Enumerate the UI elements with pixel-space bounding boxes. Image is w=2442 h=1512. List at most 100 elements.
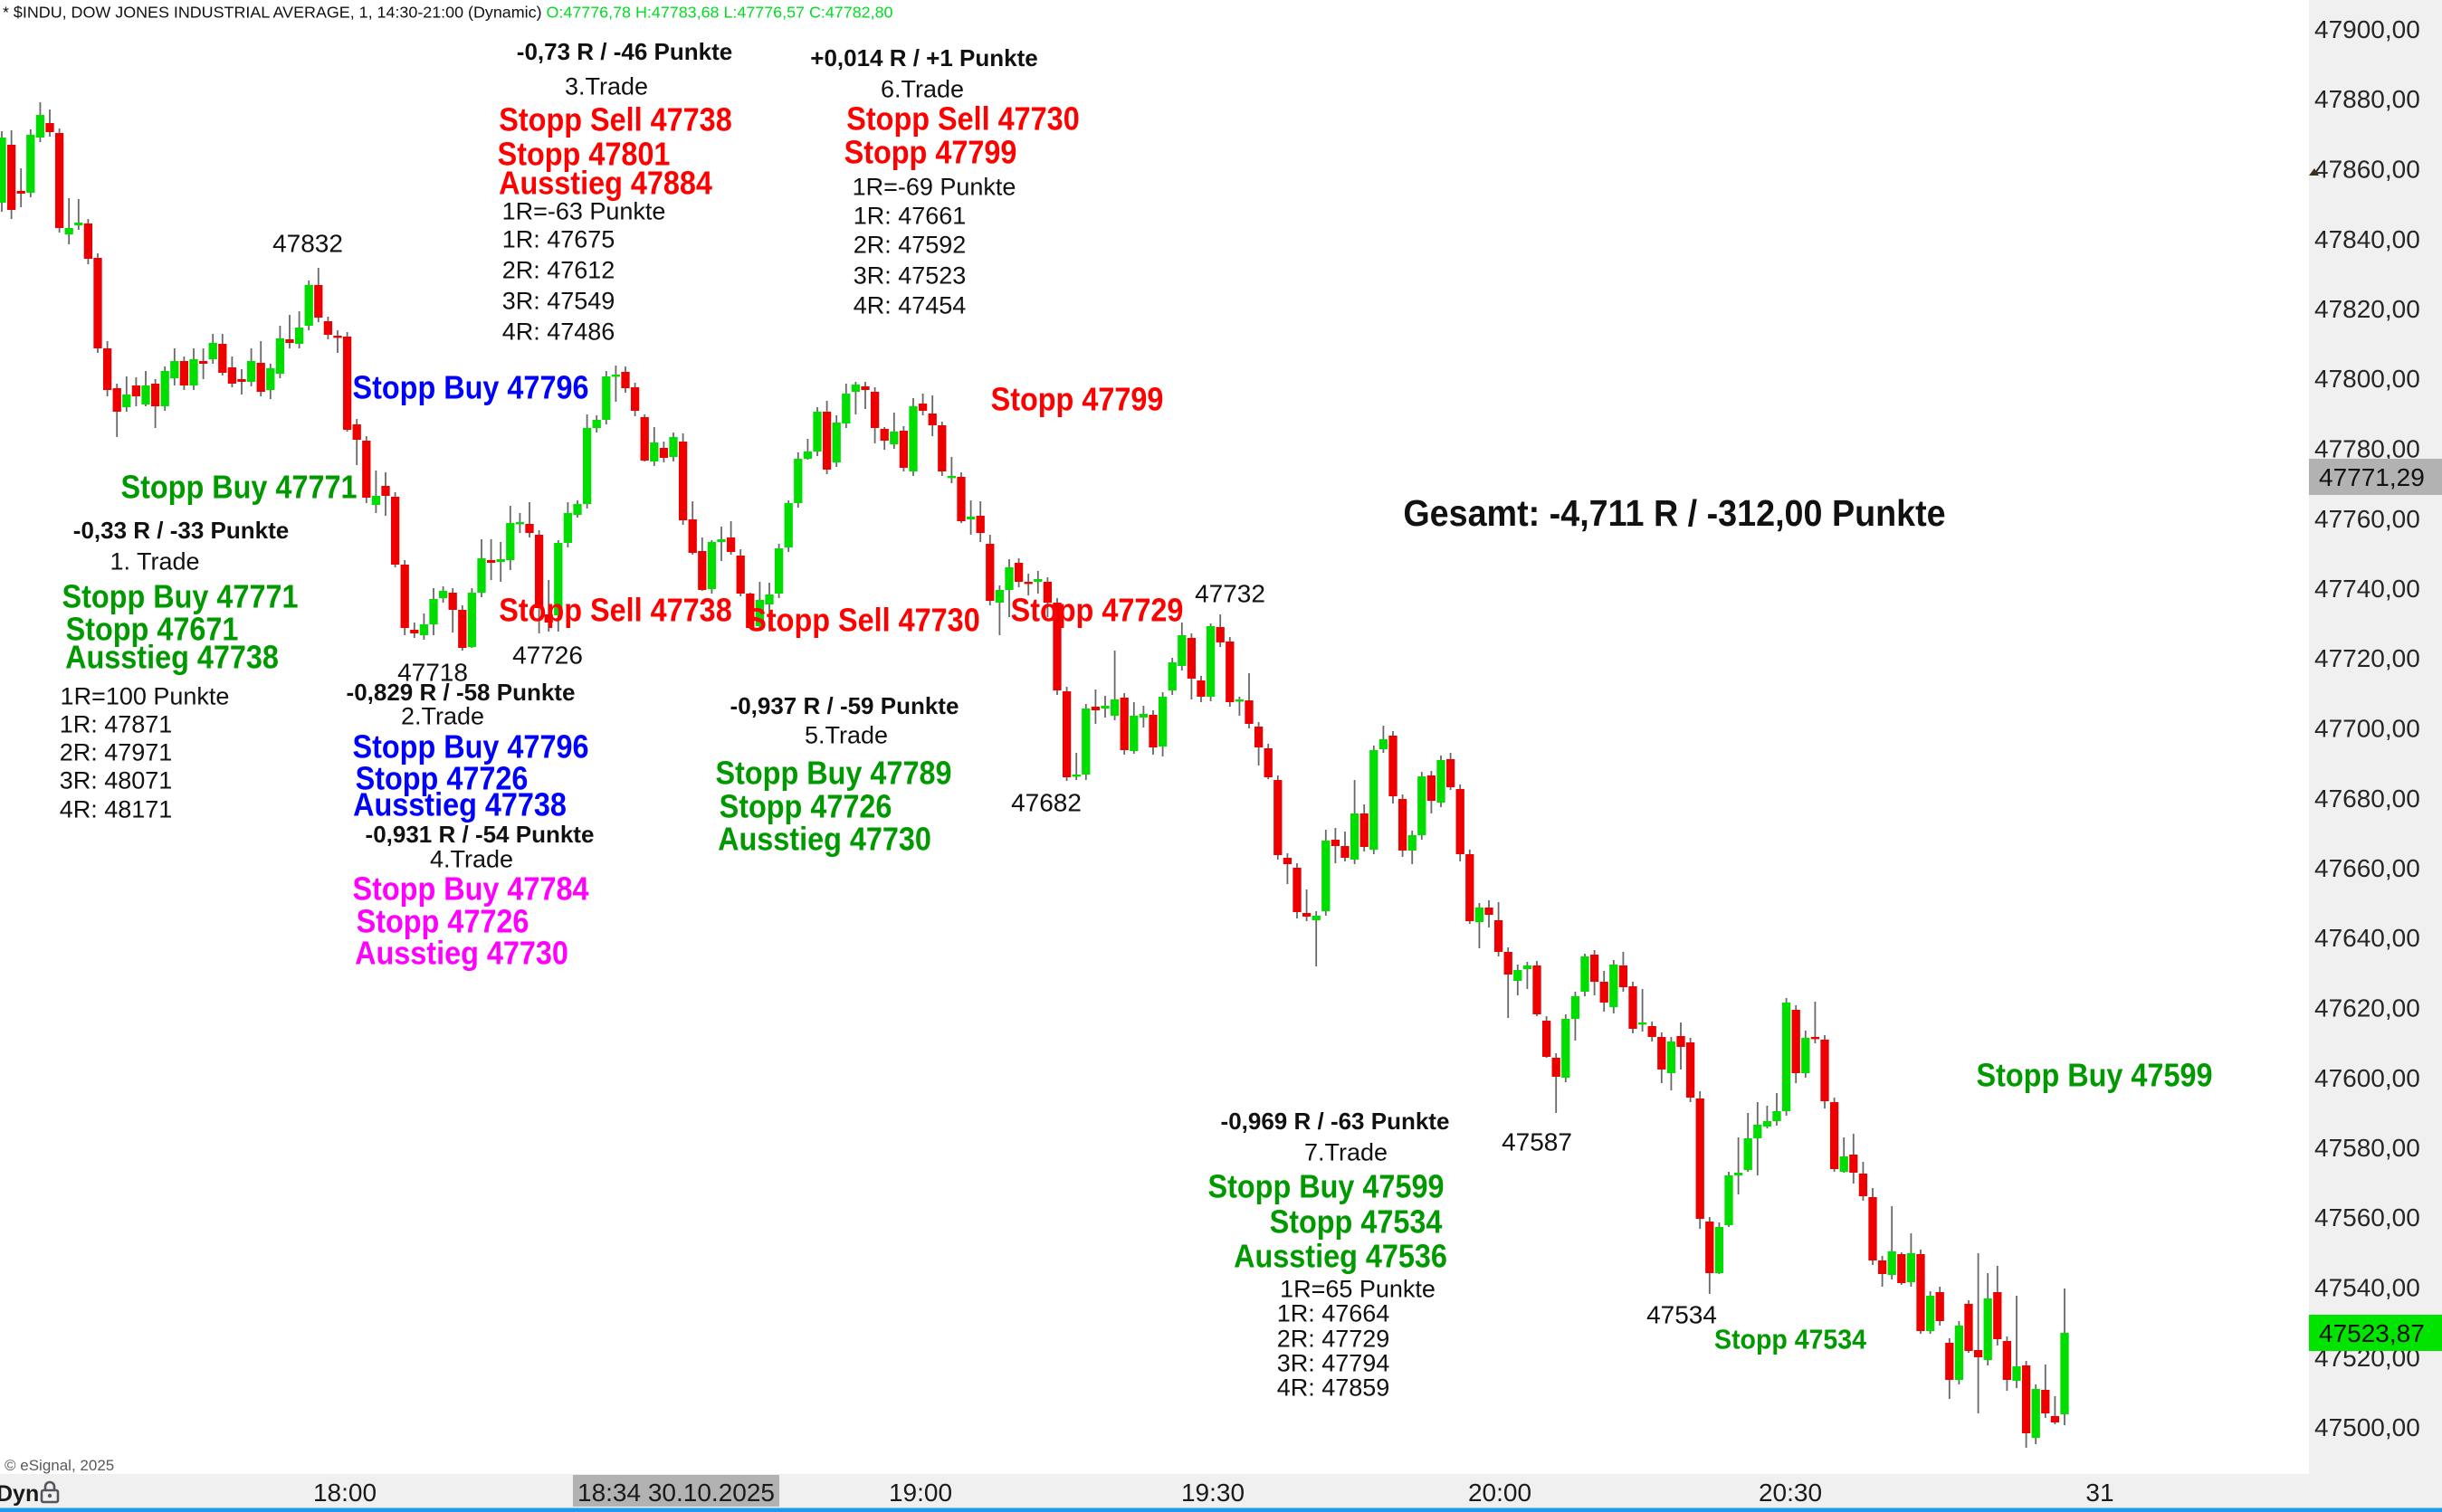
svg-text:47900,00: 47900,00 bbox=[2314, 15, 2420, 43]
svg-text:47560,00: 47560,00 bbox=[2314, 1203, 2420, 1231]
svg-text:1R: 47675: 1R: 47675 bbox=[502, 225, 615, 252]
svg-text:47682: 47682 bbox=[1011, 789, 1082, 817]
svg-text:Ausstieg 47738: Ausstieg 47738 bbox=[353, 787, 567, 823]
svg-text:4.Trade: 4.Trade bbox=[430, 845, 513, 872]
svg-text:1R=100 Punkte: 1R=100 Punkte bbox=[61, 682, 230, 709]
svg-text:Stopp 47726: Stopp 47726 bbox=[356, 761, 529, 797]
svg-text:47860,00: 47860,00 bbox=[2314, 156, 2420, 184]
svg-text:4R: 47454: 4R: 47454 bbox=[854, 291, 967, 319]
svg-text:Stopp Sell 47738: Stopp Sell 47738 bbox=[499, 593, 731, 629]
svg-text:2R: 47729: 2R: 47729 bbox=[1277, 1325, 1390, 1352]
svg-text:Ausstieg 47738: Ausstieg 47738 bbox=[65, 640, 279, 676]
svg-text:Stopp 47671: Stopp 47671 bbox=[66, 612, 239, 648]
svg-text:47720,00: 47720,00 bbox=[2314, 644, 2420, 672]
svg-text:Stopp Sell 47730: Stopp Sell 47730 bbox=[846, 101, 1079, 138]
svg-text:18:34 30.10.2025: 18:34 30.10.2025 bbox=[577, 1479, 775, 1507]
svg-text:Ausstieg 47730: Ausstieg 47730 bbox=[355, 936, 568, 972]
svg-text:19:30: 19:30 bbox=[1181, 1479, 1245, 1507]
svg-text:Stopp Buy 47599: Stopp Buy 47599 bbox=[1977, 1058, 2213, 1094]
svg-text:Stopp 47726: Stopp 47726 bbox=[357, 904, 529, 940]
svg-text:Ausstieg 47884: Ausstieg 47884 bbox=[499, 166, 712, 202]
svg-text:47640,00: 47640,00 bbox=[2314, 924, 2420, 952]
svg-text:47780,00: 47780,00 bbox=[2314, 435, 2420, 463]
svg-text:47540,00: 47540,00 bbox=[2314, 1274, 2420, 1302]
svg-text:-0,937 R / -59 Punkte: -0,937 R / -59 Punkte bbox=[730, 692, 959, 719]
svg-text:3R: 47523: 3R: 47523 bbox=[854, 262, 967, 289]
svg-text:Stopp 47799: Stopp 47799 bbox=[991, 382, 1164, 418]
svg-text:7.Trade: 7.Trade bbox=[1304, 1138, 1388, 1165]
svg-text:Stopp Buy 47771: Stopp Buy 47771 bbox=[62, 579, 299, 615]
svg-text:Stopp Buy 47771: Stopp Buy 47771 bbox=[121, 470, 358, 506]
svg-text:47534: 47534 bbox=[1646, 1301, 1717, 1329]
svg-text:Stopp 47799: Stopp 47799 bbox=[844, 135, 1017, 171]
svg-text:-0,931 R / -54 Punkte: -0,931 R / -54 Punkte bbox=[366, 821, 595, 848]
svg-text:2R: 47971: 2R: 47971 bbox=[60, 738, 173, 766]
svg-text:1R=-69 Punkte: 1R=-69 Punkte bbox=[853, 173, 1016, 200]
svg-text:1. Trade: 1. Trade bbox=[110, 547, 199, 575]
svg-text:Stopp Buy 47796: Stopp Buy 47796 bbox=[353, 370, 589, 406]
svg-text:47580,00: 47580,00 bbox=[2314, 1134, 2420, 1162]
svg-text:47726: 47726 bbox=[512, 642, 583, 670]
svg-text:-0,73 R / -46 Punkte: -0,73 R / -46 Punkte bbox=[517, 38, 732, 65]
svg-text:47600,00: 47600,00 bbox=[2314, 1064, 2420, 1092]
svg-text:3R: 47794: 3R: 47794 bbox=[1277, 1349, 1390, 1376]
svg-text:47771,29: 47771,29 bbox=[2319, 463, 2425, 491]
svg-text:3.Trade: 3.Trade bbox=[565, 72, 648, 100]
svg-text:47800,00: 47800,00 bbox=[2314, 365, 2420, 393]
svg-text:Stopp Buy 47789: Stopp Buy 47789 bbox=[716, 756, 952, 792]
svg-text:20:00: 20:00 bbox=[1468, 1479, 1531, 1507]
svg-text:1R=65 Punkte: 1R=65 Punkte bbox=[1280, 1275, 1436, 1302]
svg-text:© eSignal, 2025: © eSignal, 2025 bbox=[5, 1457, 114, 1474]
svg-text:Stopp 47726: Stopp 47726 bbox=[720, 789, 892, 825]
svg-text:47840,00: 47840,00 bbox=[2314, 225, 2420, 253]
svg-text:47732: 47732 bbox=[1195, 580, 1265, 608]
svg-text:Ausstieg 47536: Ausstieg 47536 bbox=[1234, 1239, 1447, 1275]
svg-text:4R: 47859: 4R: 47859 bbox=[1277, 1374, 1390, 1401]
svg-text:47587: 47587 bbox=[1502, 1128, 1572, 1156]
svg-text:3R: 47549: 3R: 47549 bbox=[502, 287, 615, 314]
svg-text:47620,00: 47620,00 bbox=[2314, 994, 2420, 1022]
svg-text:Stopp 47801: Stopp 47801 bbox=[498, 137, 671, 173]
svg-text:3R: 48071: 3R: 48071 bbox=[60, 766, 173, 794]
svg-text:20:30: 20:30 bbox=[1759, 1479, 1822, 1507]
svg-text:2R: 47592: 2R: 47592 bbox=[854, 231, 967, 258]
svg-text:1R: 47871: 1R: 47871 bbox=[60, 710, 173, 737]
svg-text:Stopp Sell 47738: Stopp Sell 47738 bbox=[499, 102, 731, 138]
svg-text:Stopp 47534: Stopp 47534 bbox=[1270, 1204, 1443, 1241]
svg-text:* $INDU, DOW JONES INDUSTRIAL: * $INDU, DOW JONES INDUSTRIAL AVERAGE, 1… bbox=[3, 4, 893, 22]
svg-text:-0,33 R / -33 Punkte: -0,33 R / -33 Punkte bbox=[73, 517, 289, 544]
svg-text:Stopp Buy 47784: Stopp Buy 47784 bbox=[353, 871, 589, 908]
svg-text:1R=-63 Punkte: 1R=-63 Punkte bbox=[502, 197, 666, 224]
svg-text:47680,00: 47680,00 bbox=[2314, 785, 2420, 813]
svg-text:47700,00: 47700,00 bbox=[2314, 715, 2420, 743]
svg-text:47718: 47718 bbox=[397, 659, 468, 687]
svg-text:Dyn: Dyn bbox=[0, 1481, 39, 1507]
svg-text:47880,00: 47880,00 bbox=[2314, 85, 2420, 113]
svg-text:6.Trade: 6.Trade bbox=[881, 75, 964, 102]
svg-text:31: 31 bbox=[2085, 1479, 2113, 1507]
svg-text:Stopp Buy 47599: Stopp Buy 47599 bbox=[1208, 1169, 1445, 1205]
svg-text:18:00: 18:00 bbox=[313, 1479, 377, 1507]
svg-text:47760,00: 47760,00 bbox=[2314, 505, 2420, 533]
svg-text:1R: 47661: 1R: 47661 bbox=[854, 202, 967, 229]
svg-text:47500,00: 47500,00 bbox=[2314, 1413, 2420, 1441]
svg-text:-0,969 R / -63 Punkte: -0,969 R / -63 Punkte bbox=[1221, 1108, 1450, 1135]
svg-text:47832: 47832 bbox=[272, 230, 343, 258]
svg-text:47660,00: 47660,00 bbox=[2314, 854, 2420, 882]
svg-text:4R: 47486: 4R: 47486 bbox=[502, 318, 615, 345]
svg-text:Stopp 47729: Stopp 47729 bbox=[1011, 593, 1184, 629]
svg-text:2R: 47612: 2R: 47612 bbox=[502, 256, 615, 283]
svg-text:4R: 48171: 4R: 48171 bbox=[60, 795, 173, 823]
svg-text:19:00: 19:00 bbox=[889, 1479, 952, 1507]
svg-text:1R: 47664: 1R: 47664 bbox=[1277, 1299, 1390, 1327]
svg-text:5.Trade: 5.Trade bbox=[805, 721, 888, 748]
svg-text:Ausstieg 47730: Ausstieg 47730 bbox=[718, 822, 931, 858]
svg-text:+0,014 R / +1 Punkte: +0,014 R / +1 Punkte bbox=[810, 44, 1037, 71]
svg-text:Stopp 47534: Stopp 47534 bbox=[1714, 1325, 1866, 1355]
svg-text:47820,00: 47820,00 bbox=[2314, 295, 2420, 323]
svg-text:2.Trade: 2.Trade bbox=[401, 702, 484, 729]
svg-text:Gesamt: -4,711 R / -312,00 Pun: Gesamt: -4,711 R / -312,00 Punkte bbox=[1403, 493, 1945, 535]
svg-text:Stopp Buy 47796: Stopp Buy 47796 bbox=[353, 729, 589, 766]
svg-text:47523,87: 47523,87 bbox=[2319, 1319, 2425, 1347]
svg-text:Stopp Sell 47730: Stopp Sell 47730 bbox=[747, 603, 979, 639]
